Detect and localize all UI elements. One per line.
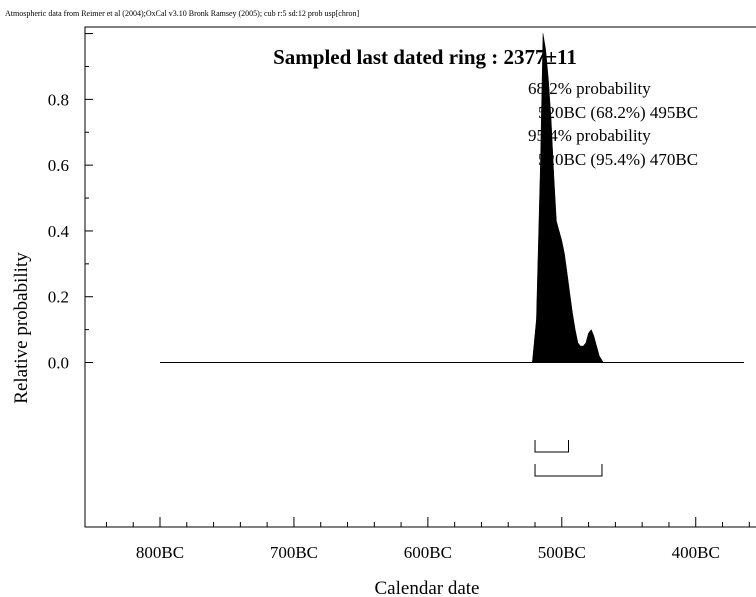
annotation-text: 68.2% probability — [528, 79, 651, 98]
probability-distribution — [532, 33, 604, 363]
header-note: Atmospheric data from Reimer et al (2004… — [5, 9, 360, 18]
probability-annotations: 68.2% probability 520BC (68.2%) 495BC 95.4… — [528, 79, 698, 169]
y-axis: 0.0 0.2 0.4 0.6 0.8 — [48, 33, 93, 373]
plot-frame — [84, 26, 756, 528]
x-tick-label: 700BC — [270, 543, 318, 562]
x-tick-label: 600BC — [404, 543, 452, 562]
y-tick-label: 0.6 — [48, 156, 69, 175]
range-bracket — [534, 440, 569, 453]
plot-border — [84, 26, 756, 528]
y-tick-label: 0.0 — [48, 354, 69, 373]
x-axis-label: Calendar date — [375, 578, 480, 597]
x-tick-label: 500BC — [538, 543, 586, 562]
y-tick-label: 0.8 — [48, 90, 69, 109]
annotation-text: 520BC (68.2%) 495BC — [538, 103, 698, 122]
x-tick-label: 400BC — [672, 543, 720, 562]
y-tick-label: 0.2 — [48, 288, 69, 307]
chart-title: Sampled last dated ring : 2377±11 — [273, 45, 577, 69]
range-bracket — [534, 464, 603, 477]
range-brackets — [534, 440, 603, 477]
x-axis: 800BC 700BC 600BC 500BC 400BC — [105, 517, 750, 562]
y-tick-label: 0.4 — [48, 222, 70, 241]
y-axis-label: Relative probability — [11, 252, 32, 404]
annotation-text: 95.4% probability — [528, 126, 651, 145]
annotation-text: 520BC (95.4%) 470BC — [538, 150, 698, 169]
x-tick-label: 800BC — [136, 543, 184, 562]
